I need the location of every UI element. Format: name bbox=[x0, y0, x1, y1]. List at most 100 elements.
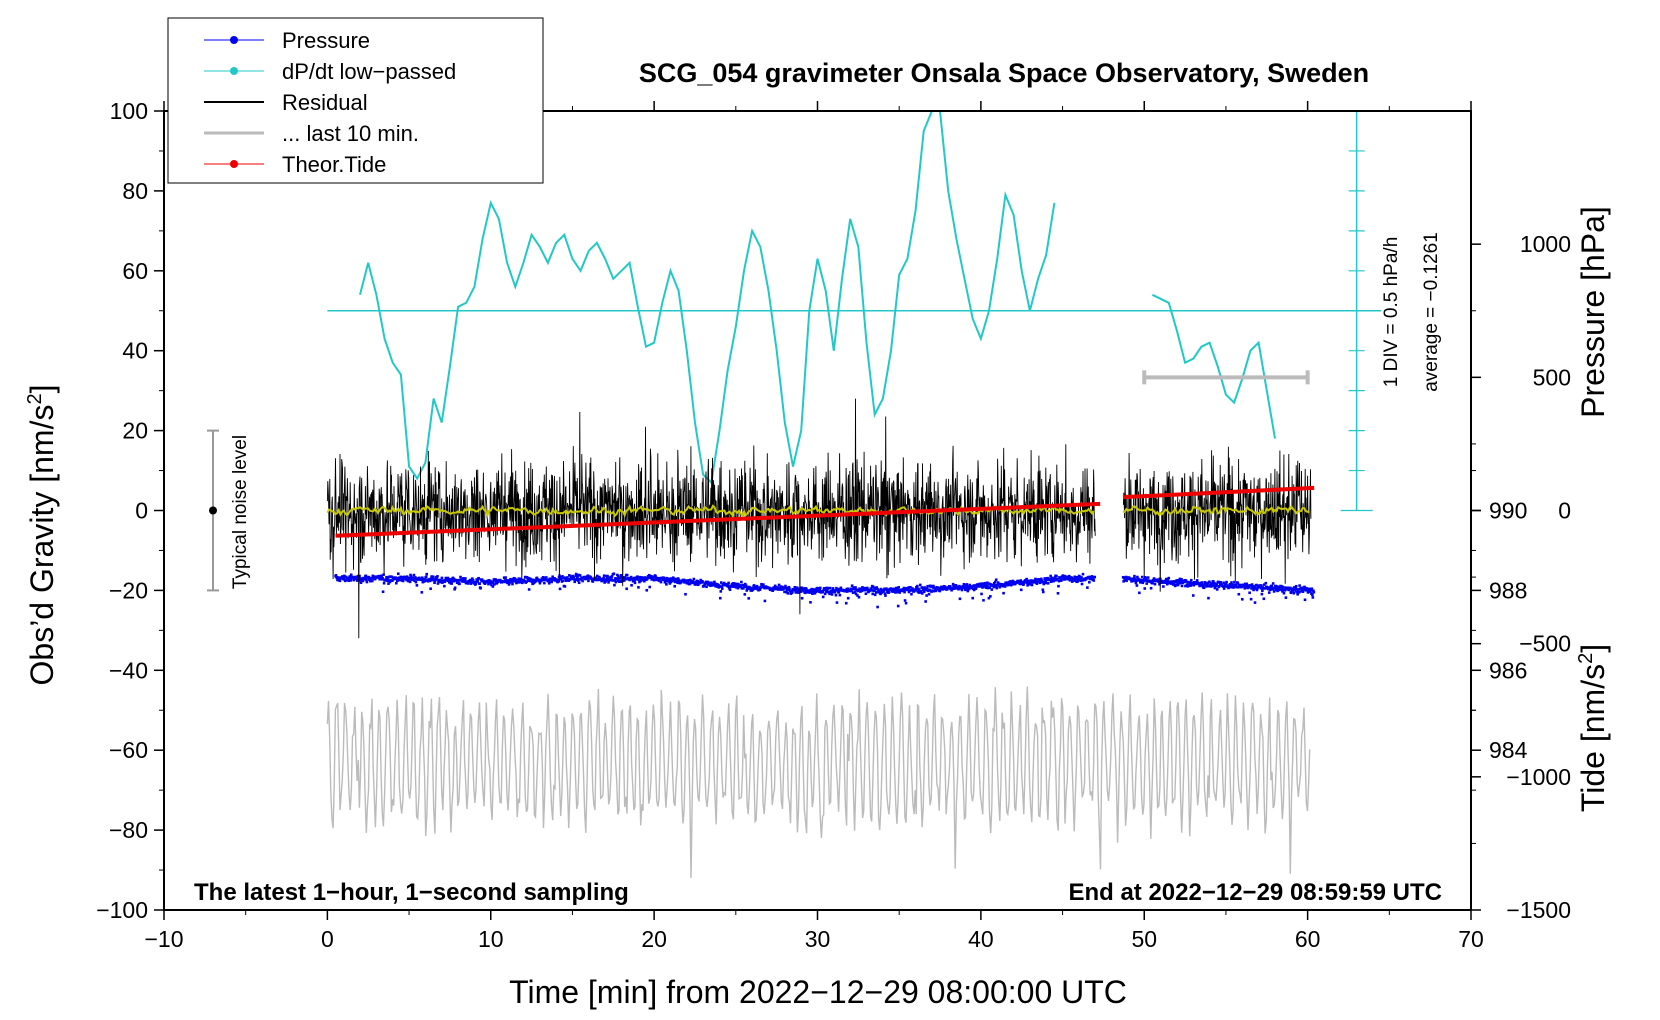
pressure-point bbox=[477, 576, 480, 580]
pressure-point bbox=[1093, 575, 1097, 579]
pressure-point bbox=[618, 576, 622, 579]
y-axis-title-pressure: Pressure [hPa] bbox=[1575, 206, 1611, 418]
pressure-point bbox=[893, 591, 897, 594]
pressure-point bbox=[647, 573, 651, 577]
pressure-point bbox=[1060, 579, 1063, 582]
pressure-point bbox=[800, 596, 804, 600]
pressure-point bbox=[758, 588, 762, 591]
pressure-point bbox=[873, 589, 876, 593]
pressure-point bbox=[1057, 579, 1061, 583]
pressure-point bbox=[1088, 580, 1091, 584]
pressure-point bbox=[1035, 582, 1039, 585]
pressure-point bbox=[351, 575, 355, 579]
pressure-point bbox=[1041, 590, 1045, 594]
pressure-point bbox=[1284, 596, 1288, 599]
pressure-point bbox=[652, 575, 655, 579]
pressure-point bbox=[420, 576, 424, 580]
pressure-point bbox=[1263, 583, 1266, 586]
pressure-point bbox=[1253, 601, 1257, 604]
pressure-point bbox=[456, 578, 460, 582]
pressure-point bbox=[701, 580, 704, 584]
pressure-point bbox=[752, 584, 756, 587]
pressure-point bbox=[823, 592, 827, 596]
pressure-point bbox=[979, 582, 983, 585]
axis-title-part: Obs’d Gravity [nm/s bbox=[24, 405, 60, 686]
pressure-point bbox=[492, 580, 495, 584]
pressure-point bbox=[890, 590, 894, 593]
pressure-point bbox=[1076, 576, 1080, 580]
pressure-point bbox=[506, 581, 509, 585]
pressure-point bbox=[948, 585, 952, 588]
pressure-point bbox=[1222, 581, 1225, 585]
pressure-point bbox=[1241, 585, 1245, 588]
pressure-point bbox=[667, 577, 671, 581]
pressure-point bbox=[990, 588, 994, 591]
pressure-point bbox=[594, 576, 598, 580]
pressure-point bbox=[371, 579, 374, 583]
pressure-point bbox=[992, 585, 996, 589]
pressure-point bbox=[1003, 585, 1007, 588]
pressure-point bbox=[757, 588, 760, 592]
pressure-point bbox=[1140, 580, 1143, 584]
pressure-point bbox=[794, 591, 798, 594]
pressure-point bbox=[645, 577, 649, 581]
pressure-point bbox=[414, 580, 418, 584]
pressure-point bbox=[1053, 578, 1056, 582]
pressure-point bbox=[984, 584, 987, 587]
pressure-point bbox=[1074, 576, 1077, 579]
pressure-point bbox=[413, 577, 417, 581]
pressure-point bbox=[876, 605, 879, 609]
y-axis-title-pressure-text: Pressure [hPa] bbox=[1575, 206, 1611, 418]
pressure-point bbox=[791, 590, 794, 594]
chart-title: SCG_054 gravimeter Onsala Space Observat… bbox=[639, 58, 1369, 88]
pressure-point bbox=[1067, 576, 1071, 579]
pressure-point bbox=[875, 586, 878, 589]
pressure-point bbox=[917, 588, 921, 591]
pressure-point bbox=[431, 575, 435, 579]
pressure-point bbox=[883, 587, 886, 591]
pressure-point bbox=[951, 582, 955, 586]
pressure-point bbox=[1086, 586, 1089, 589]
pressure-point bbox=[1293, 589, 1297, 592]
pressure-point bbox=[926, 584, 929, 588]
pressure-point bbox=[355, 579, 359, 582]
pressure-point bbox=[958, 584, 961, 588]
pressure-point bbox=[1189, 584, 1193, 587]
pressure-point bbox=[578, 574, 582, 577]
pressure-point bbox=[918, 583, 922, 587]
pressure-point bbox=[1135, 584, 1139, 587]
pressure-point bbox=[896, 604, 900, 608]
pressure-point bbox=[349, 573, 353, 577]
pressure-point bbox=[1259, 586, 1263, 590]
pressure-point bbox=[998, 585, 1001, 589]
pressure-point bbox=[446, 579, 450, 583]
pressure-point bbox=[896, 588, 900, 592]
pressure-point bbox=[463, 578, 467, 582]
pressure-point bbox=[1281, 585, 1285, 589]
pressure-point bbox=[1142, 578, 1146, 581]
pressure-point bbox=[873, 593, 877, 597]
pressure-point bbox=[860, 588, 863, 591]
pressure-point bbox=[722, 581, 726, 585]
pressure-point bbox=[821, 590, 825, 594]
pressure-point bbox=[551, 575, 554, 579]
pressure-point bbox=[1225, 580, 1228, 584]
tide-line-after-gap bbox=[1122, 485, 1315, 500]
pressure-point bbox=[571, 574, 575, 578]
pressure-point bbox=[388, 579, 391, 582]
pressure-point bbox=[1289, 586, 1292, 590]
pressure-point bbox=[1152, 577, 1156, 580]
pressure-point bbox=[960, 588, 964, 592]
pressure-point bbox=[354, 577, 358, 580]
pressure-point bbox=[828, 592, 831, 596]
pressure-point bbox=[425, 572, 429, 576]
pressure-point bbox=[538, 581, 542, 585]
pressure-point bbox=[1270, 584, 1273, 588]
pressure-point bbox=[439, 580, 443, 584]
pressure-point bbox=[910, 592, 913, 596]
pressure-point bbox=[388, 580, 392, 584]
pressure-point bbox=[994, 585, 998, 588]
pressure-point bbox=[707, 581, 711, 585]
pressure-point bbox=[816, 586, 820, 590]
pressure-point bbox=[1191, 594, 1195, 597]
